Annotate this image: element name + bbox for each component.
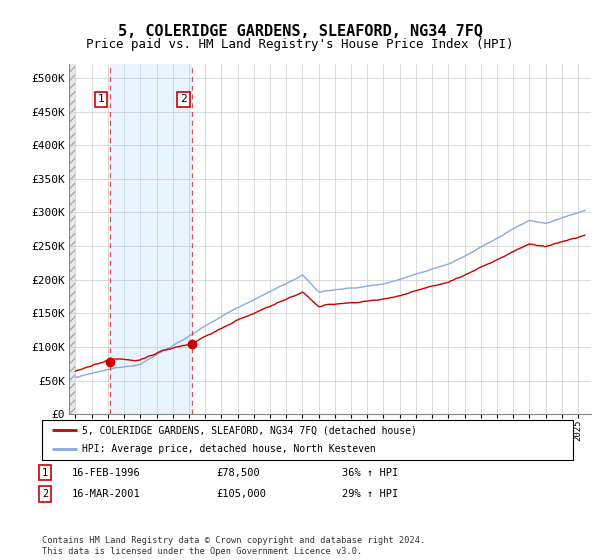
Text: 29% ↑ HPI: 29% ↑ HPI [342, 489, 398, 499]
Text: 2: 2 [180, 95, 187, 104]
Text: 5, COLERIDGE GARDENS, SLEAFORD, NG34 7FQ (detached house): 5, COLERIDGE GARDENS, SLEAFORD, NG34 7FQ… [82, 426, 416, 436]
Text: £105,000: £105,000 [216, 489, 266, 499]
Text: HPI: Average price, detached house, North Kesteven: HPI: Average price, detached house, Nort… [82, 444, 376, 454]
Text: 1: 1 [42, 468, 48, 478]
Bar [110, 64, 193, 414]
Text: Contains HM Land Registry data © Crown copyright and database right 2024.
This d: Contains HM Land Registry data © Crown c… [42, 536, 425, 556]
Text: 16-MAR-2001: 16-MAR-2001 [72, 489, 141, 499]
Bar [69, 64, 76, 414]
Text: 16-FEB-1996: 16-FEB-1996 [72, 468, 141, 478]
Text: Price paid vs. HM Land Registry's House Price Index (HPI): Price paid vs. HM Land Registry's House … [86, 38, 514, 51]
FancyBboxPatch shape [42, 420, 573, 460]
Text: 1: 1 [98, 95, 104, 104]
Text: 36% ↑ HPI: 36% ↑ HPI [342, 468, 398, 478]
Text: 5, COLERIDGE GARDENS, SLEAFORD, NG34 7FQ: 5, COLERIDGE GARDENS, SLEAFORD, NG34 7FQ [118, 24, 482, 39]
Text: £78,500: £78,500 [216, 468, 260, 478]
Text: 2: 2 [42, 489, 48, 499]
